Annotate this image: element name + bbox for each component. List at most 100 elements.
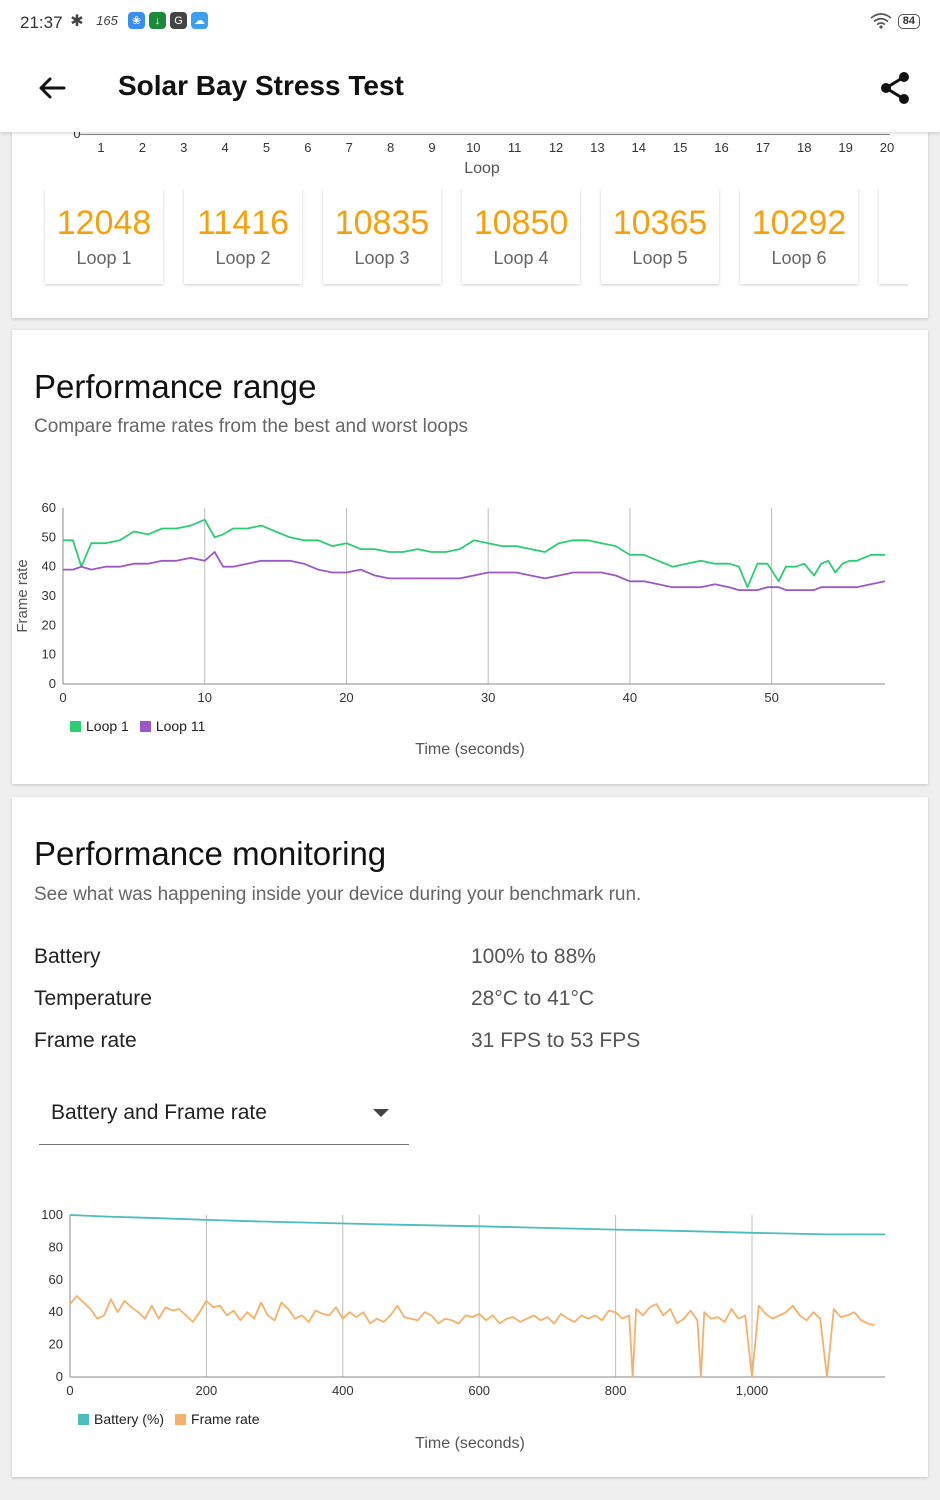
x-tick-label: 7 — [345, 140, 353, 155]
dropdown-value: Battery and Frame rate — [51, 1101, 267, 1124]
refresh-rate-icon: 165 — [96, 13, 118, 28]
x-tick-label: 40 — [623, 690, 637, 705]
stat-label: Frame rate — [34, 1029, 137, 1052]
loop-score-label: Loop 2 — [215, 248, 271, 268]
x-tick-label: 15 — [672, 140, 688, 155]
y-tick-label: 40 — [49, 1304, 63, 1319]
x-tick-label: 20 — [339, 690, 353, 705]
legend-label: Loop 11 — [155, 718, 206, 734]
x-tick-label: 19 — [838, 140, 853, 155]
stat-value: 28°C to 41°C — [471, 987, 595, 1010]
x-tick-label: 8 — [386, 140, 395, 155]
y-tick-label: 20 — [49, 1337, 63, 1352]
loop-score-tile[interactable]: 10835 Loop 3 — [323, 188, 441, 284]
x-tick-label: 18 — [797, 140, 812, 155]
y-tick-label: 0 — [56, 1369, 63, 1384]
section-subtitle: See what was happening inside your devic… — [34, 884, 642, 905]
app-bar: Solar Bay Stress Test — [0, 46, 940, 132]
loop-score-value: 10292 — [751, 204, 847, 242]
x-axis-title: Time (seconds) — [415, 1435, 525, 1452]
page-title: Solar Bay Stress Test — [118, 70, 404, 101]
chart-legend: Battery (%) Frame rate — [78, 1411, 259, 1427]
x-tick-label: 20 — [879, 140, 895, 155]
section-title: Performance monitoring — [34, 835, 387, 872]
legend-label: Battery (%) — [94, 1411, 165, 1427]
y-tick-label: 0 — [49, 676, 56, 691]
y-tick-label: 40 — [42, 559, 56, 574]
loop-score-label: Loop 6 — [771, 248, 827, 268]
x-tick-label: 6 — [304, 140, 312, 155]
x-tick-label: 14 — [631, 140, 647, 155]
frame-rate-chart: 0 10 20 30 40 50 0 10 20 30 40 50 60 Frame rate — [14, 500, 886, 705]
y-tick-label: 60 — [42, 500, 56, 515]
loop-scores-card: 0 Loop 1 2 3 4 5 6 7 8 9 10 11 12 13 14 15 16 17 18 19 20 1… — [12, 126, 928, 318]
x-tick-label: 200 — [196, 1383, 218, 1398]
x-tick-label: 10 — [197, 690, 211, 705]
y-tick-label: 60 — [49, 1272, 63, 1287]
x-tick-label: 1,000 — [736, 1383, 769, 1398]
x-tick-label: 0 — [59, 690, 66, 705]
status-right: 84 — [870, 13, 920, 29]
fan-icon: ✱ — [70, 12, 84, 30]
performance-range-card: Performance range Compare frame rates fr… — [12, 330, 928, 784]
stat-label: Temperature — [34, 987, 152, 1010]
x-axis-title: Time (seconds) — [415, 741, 525, 758]
x-axis-line — [80, 134, 890, 135]
x-tick-label: 11 — [507, 140, 522, 155]
loop-score-value: 1 — [879, 204, 908, 242]
y-tick-label: 0 — [73, 126, 81, 141]
status-icons: ✱ 165 ❀ ↓ G ☁ — [68, 12, 208, 30]
loop-score-value: 10835 — [334, 204, 430, 242]
battery-icon: 84 — [897, 13, 920, 29]
loop-score-label: Loop 1 — [76, 248, 132, 268]
loop-score-tile[interactable]: 12048 Loop 1 — [45, 188, 163, 284]
x-tick-label: 12 — [548, 140, 564, 155]
loop-score-value: 10850 — [473, 204, 569, 242]
loop-score-label: Loop 4 — [493, 248, 549, 268]
download-icon: ↓ — [149, 12, 166, 29]
performance-monitoring-card: Performance monitoring See what was happ… — [12, 797, 928, 1477]
legend-swatch — [175, 1413, 187, 1425]
chart-legend: Loop 1 Loop 11 — [70, 718, 205, 734]
x-tick-label: 4 — [221, 140, 229, 155]
chart-metric-dropdown[interactable]: Battery and Frame rate — [39, 1087, 409, 1145]
battery-frame-rate-chart: 0 200 400 600 800 1,000 0 20 40 60 80 100 — [41, 1207, 885, 1398]
legend-swatch — [70, 720, 81, 732]
x-tick-label: 16 — [714, 140, 729, 155]
loop-score-value: 10365 — [612, 204, 708, 242]
share-icon[interactable] — [878, 70, 912, 106]
wifi-icon — [870, 13, 892, 29]
loop-scores-scroller[interactable]: 12048 Loop 1 11416 Loop 2 10835 Loop 3 10850 Lo… — [42, 188, 908, 288]
legend-label: Frame rate — [191, 1411, 260, 1427]
app-icon-blue: ❀ — [128, 12, 145, 29]
x-tick-label: 13 — [590, 140, 605, 155]
x-tick-label: 17 — [755, 140, 771, 155]
status-bar: 21:37 ✱ 165 ❀ ↓ G ☁ 84 — [0, 0, 940, 46]
section-title: Performance range — [34, 368, 317, 405]
series-line-frame-rate — [69, 1295, 876, 1378]
y-tick-label: 30 — [42, 588, 56, 603]
legend-swatch — [139, 720, 151, 732]
loop-score-tile[interactable]: 10850 Loop 4 — [462, 188, 580, 284]
x-tick-label: 0 — [66, 1383, 73, 1398]
series-line-loop-11 — [63, 551, 886, 591]
caret-down-icon — [373, 1109, 389, 1117]
x-tick-label: 5 — [262, 140, 271, 155]
loop-score-tile[interactable]: 10292 Loop 6 — [740, 188, 858, 284]
stat-value: 100% to 88% — [471, 945, 596, 968]
loop-score-tile[interactable]: 11416 Loop 2 — [184, 188, 302, 284]
cloud-icon: ☁ — [191, 12, 208, 29]
x-tick-label: 9 — [428, 140, 436, 155]
y-tick-label: 10 — [42, 647, 56, 662]
loop-chart-axis: 0 Loop 1 2 3 4 5 6 7 8 9 10 11 12 13 14 15 16 17 18 19 20 — [72, 126, 902, 184]
arrow-left-icon[interactable] — [34, 70, 70, 106]
loop-score-value: 11416 — [196, 204, 290, 242]
loop-score-tile[interactable]: 10365 Loop 5 — [601, 188, 719, 284]
loop-score-tile[interactable]: 1 — [879, 188, 908, 284]
status-time: 21:37 — [20, 13, 63, 32]
x-tick-label: 400 — [332, 1383, 354, 1398]
stat-value: 31 FPS to 53 FPS — [471, 1029, 641, 1052]
x-tick-label: 1 — [97, 140, 105, 155]
x-tick-label: 10 — [466, 140, 481, 155]
series-line-loop-1 — [63, 518, 885, 589]
